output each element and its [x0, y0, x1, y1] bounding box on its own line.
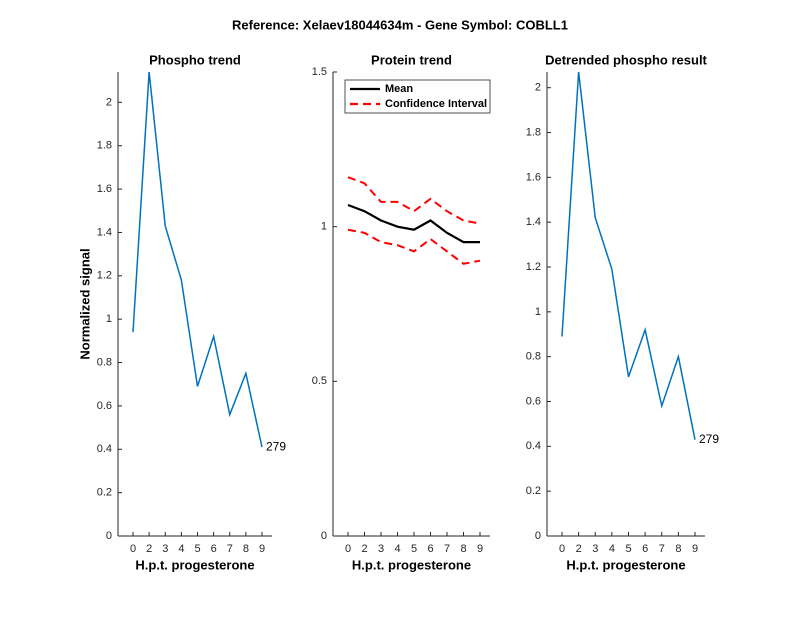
x-tick-label: 7 [227, 543, 233, 555]
figure-title: Reference: Xelaev18044634m - Gene Symbol… [232, 17, 568, 32]
x-tick-label: 9 [259, 543, 265, 555]
subplot-title: Detrended phospho result [545, 52, 707, 67]
y-tick-label: 1.6 [526, 171, 541, 183]
y-tick-label: 0.6 [526, 395, 541, 407]
x-tick-label: 7 [444, 543, 450, 555]
line [561, 71, 696, 440]
y-tick-label: 1.8 [526, 126, 541, 138]
x-tick-label: 8 [460, 543, 466, 555]
x-tick-label: 0 [130, 543, 136, 555]
x-axis-label: H.p.t. progesterone [135, 557, 254, 572]
x-tick-label: 9 [692, 543, 698, 555]
annotation: 279 [266, 439, 286, 453]
ci-lower-line [347, 228, 481, 265]
x-tick-label: 4 [609, 543, 615, 555]
y-tick-label: 0.2 [97, 487, 112, 499]
y-tick-label: 0.4 [526, 440, 541, 452]
y-tick-label: 0 [321, 530, 327, 542]
y-tick-label: 1.4 [97, 226, 112, 238]
x-tick-label: 2 [576, 543, 582, 555]
x-tick-label: 4 [178, 543, 184, 555]
x-tick-label: 8 [675, 543, 681, 555]
y-tick-label: 1.8 [97, 140, 112, 152]
x-tick-label: 3 [592, 543, 598, 555]
y-tick-label: 0.8 [97, 356, 112, 368]
y-tick-label: 0.8 [526, 351, 541, 363]
x-tick-label: 0 [559, 543, 565, 555]
x-tick-label: 7 [659, 543, 665, 555]
subplot-title: Phospho trend [149, 52, 241, 67]
y-tick-label: 0 [106, 530, 112, 542]
x-axis-label: H.p.t. progesterone [566, 557, 685, 572]
y-tick-label: 1 [321, 221, 327, 233]
x-tick-label: 5 [625, 543, 631, 555]
y-tick-label: 2 [106, 96, 112, 108]
x-tick-label: 2 [146, 543, 152, 555]
subplot-title: Protein trend [371, 52, 452, 67]
mean-line [347, 203, 480, 244]
x-tick-label: 3 [162, 543, 168, 555]
x-tick-label: 6 [642, 543, 648, 555]
legend-label: Confidence Interval [385, 98, 487, 110]
x-tick-label: 5 [194, 543, 200, 555]
y-tick-label: 0.2 [526, 485, 541, 497]
y-tick-label: 1.4 [526, 216, 541, 228]
y-tick-label: 1 [535, 306, 541, 318]
y-tick-label: 1 [106, 313, 112, 325]
annotation: 279 [699, 432, 719, 446]
y-tick-label: 0.5 [312, 375, 327, 387]
x-axis-label: H.p.t. progesterone [352, 557, 471, 572]
y-tick-label: 0 [535, 530, 541, 542]
x-tick-label: 8 [243, 543, 249, 555]
legend-label: Mean [385, 83, 413, 95]
y-tick-label: 0.6 [97, 400, 112, 412]
x-tick-label: 9 [477, 543, 483, 555]
x-tick-label: 2 [361, 543, 367, 555]
x-tick-label: 3 [378, 543, 384, 555]
legend-box [344, 79, 491, 114]
ci-upper-line [347, 176, 481, 225]
line [132, 71, 263, 448]
x-tick-label: 5 [411, 543, 417, 555]
x-tick-label: 6 [427, 543, 433, 555]
y-tick-label: 1.6 [97, 183, 112, 195]
y-tick-label: 0.4 [97, 443, 112, 455]
y-axis-label: Normalized signal [77, 248, 92, 359]
x-tick-label: 4 [394, 543, 400, 555]
y-tick-label: 1.2 [526, 261, 541, 273]
y-tick-label: 2 [535, 82, 541, 94]
y-tick-label: 1.2 [97, 270, 112, 282]
y-tick-label: 1.5 [312, 66, 327, 78]
x-tick-label: 0 [345, 543, 351, 555]
x-tick-label: 6 [211, 543, 217, 555]
